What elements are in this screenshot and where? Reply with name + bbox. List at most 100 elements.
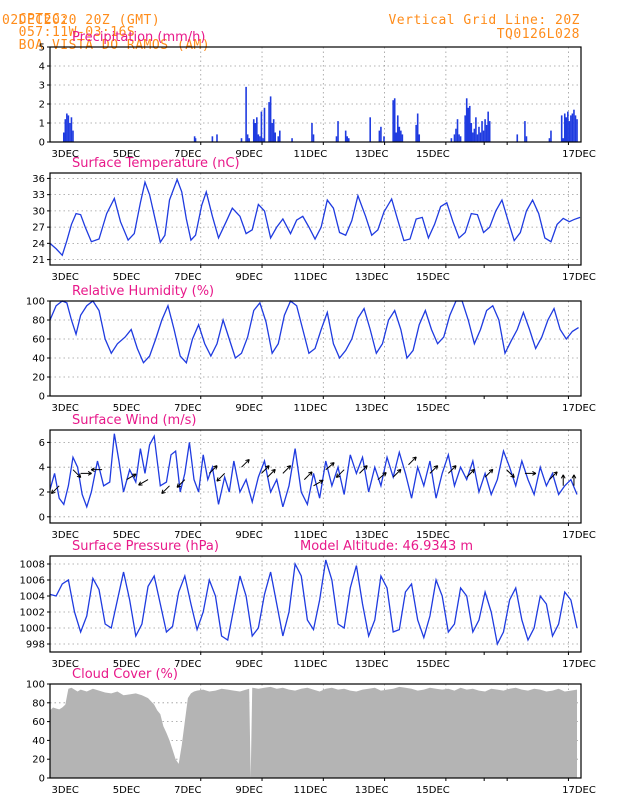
- rh-series-line: [49, 299, 579, 365]
- precip-bar: [563, 113, 566, 142]
- precip-xtick-label: 15DEC: [416, 149, 450, 160]
- wind-direction-arrow: [377, 472, 387, 480]
- temp-xtick-label: 7DEC: [174, 272, 201, 283]
- precip-xtick-label: 5DEC: [113, 149, 140, 160]
- cloud-ytick-label: 20: [32, 755, 45, 766]
- pressure-xtick-label: 7DEC: [174, 659, 201, 670]
- rh-ytick-label: 20: [32, 373, 45, 384]
- precip-bar: [64, 119, 67, 142]
- rh-xtick-label: 15DEC: [416, 403, 450, 414]
- temp-frame: [49, 172, 582, 266]
- wind-xtick-label: 11DEC: [293, 530, 327, 541]
- precip-bar: [450, 138, 453, 142]
- precip-bar: [216, 134, 218, 142]
- wind-xtick-label: 15DEC: [416, 530, 450, 541]
- precip-bar: [378, 130, 381, 142]
- precip-bar: [473, 128, 476, 142]
- rh-xtick-label: 9DEC: [235, 403, 262, 414]
- precip-bar: [573, 109, 575, 142]
- temp-series-line: [49, 177, 581, 257]
- precip-bar: [260, 111, 263, 142]
- precip-bar: [464, 115, 466, 142]
- precip-bar: [246, 134, 249, 142]
- precip-bar: [311, 123, 313, 142]
- pressure-xtick-label: 5DEC: [113, 659, 140, 670]
- precip-bar: [337, 121, 339, 142]
- precip-ytick-label: 4: [39, 62, 45, 73]
- precip-bar: [567, 111, 569, 142]
- temp-xtick-label: 5DEC: [113, 272, 140, 283]
- wind-direction-arrow: [335, 469, 345, 478]
- precip-bar: [252, 119, 255, 142]
- wind-frame: [49, 429, 582, 524]
- wind-series-line: [49, 433, 578, 509]
- precip-bar: [467, 107, 470, 142]
- precip-bar: [465, 98, 468, 142]
- rh-frame: [49, 300, 582, 397]
- rh-xtick-label: 11DEC: [293, 403, 327, 414]
- precip-title: Precipitation (mm/h): [72, 30, 205, 45]
- rh-ytick-label: 0: [39, 392, 45, 403]
- precip-bar: [346, 136, 349, 142]
- temp-ytick-label: 36: [32, 174, 45, 185]
- precip-bar: [570, 115, 572, 142]
- precip-bar: [524, 121, 526, 142]
- rh-ytick-label: 100: [26, 297, 45, 308]
- precip-xtick-label: 17DEC: [562, 149, 596, 160]
- precip-bar: [263, 107, 266, 142]
- pressure-frame: [49, 555, 582, 653]
- precip-bar: [458, 134, 460, 142]
- wind-direction-arrow: [303, 471, 313, 480]
- precip-bar: [392, 100, 394, 142]
- cloud-xtick-label: 5DEC: [113, 785, 140, 796]
- rh-xtick-label: 13DEC: [355, 403, 389, 414]
- rh-xtick-label: 17DEC: [562, 403, 596, 414]
- cloud-title: Cloud Cover (%): [72, 667, 178, 682]
- precip-bar: [240, 138, 243, 142]
- precip-bar: [568, 121, 571, 142]
- precip-bar: [380, 126, 382, 142]
- cloud-panel: Cloud Cover (%) 0 20 40 60 80 100 3DEC 5DEC 7DEC 9…: [26, 667, 596, 796]
- precip-ytick-label: 0: [39, 138, 45, 149]
- precip-bar: [291, 138, 293, 142]
- precip-bar: [415, 124, 417, 142]
- precip-bar: [257, 134, 260, 142]
- wind-direction-arrow: [72, 469, 82, 478]
- wind-ytick-label: 4: [39, 463, 45, 474]
- rh-xtick-label: 3DEC: [52, 403, 79, 414]
- precip-bar: [69, 123, 71, 142]
- wind-xtick-label: 3DEC: [52, 530, 79, 541]
- precip-bar: [272, 119, 275, 142]
- pressure-title: Surface Pressure (hPa): [72, 539, 219, 554]
- rh-ytick-label: 80: [32, 316, 45, 327]
- cloud-xtick-label: 17DEC: [562, 785, 596, 796]
- temp-xtick-label: 3DEC: [52, 272, 79, 283]
- precip-bar: [248, 138, 250, 142]
- pressure-xtick-label: 13DEC: [355, 659, 389, 670]
- wind-xtick-label: 5DEC: [113, 530, 140, 541]
- pressure-xtick-label: 11DEC: [293, 659, 327, 670]
- precip-xtick-label: 11DEC: [293, 149, 327, 160]
- header-coords: 057:11W-03:16S: [18, 25, 136, 40]
- precip-bar: [194, 138, 197, 142]
- precip-bar: [560, 115, 563, 142]
- wind-direction-arrow: [359, 465, 368, 474]
- temp-xtick-label: 13DEC: [355, 272, 389, 283]
- wind-direction-arrow: [241, 458, 250, 468]
- wind-direction-arrow: [549, 471, 558, 480]
- precip-bar: [396, 115, 399, 142]
- precip-bar: [66, 113, 68, 142]
- precip-bar: [274, 132, 277, 142]
- precip-xtick-label: 9DEC: [235, 149, 262, 160]
- precip-bar: [193, 136, 196, 142]
- pressure-xtick-label: 17DEC: [562, 659, 596, 670]
- wind-xtick-label: 17DEC: [562, 530, 596, 541]
- precip-bar: [468, 105, 471, 142]
- wind-direction-arrow: [313, 479, 324, 487]
- rh-title: Relative Humidity (%): [72, 284, 214, 299]
- rh-xtick-label: 7DEC: [174, 403, 201, 414]
- precip-bar: [488, 121, 491, 142]
- precip-bar: [482, 130, 485, 142]
- wind-direction-arrow: [50, 485, 60, 495]
- precip-bar: [245, 86, 247, 142]
